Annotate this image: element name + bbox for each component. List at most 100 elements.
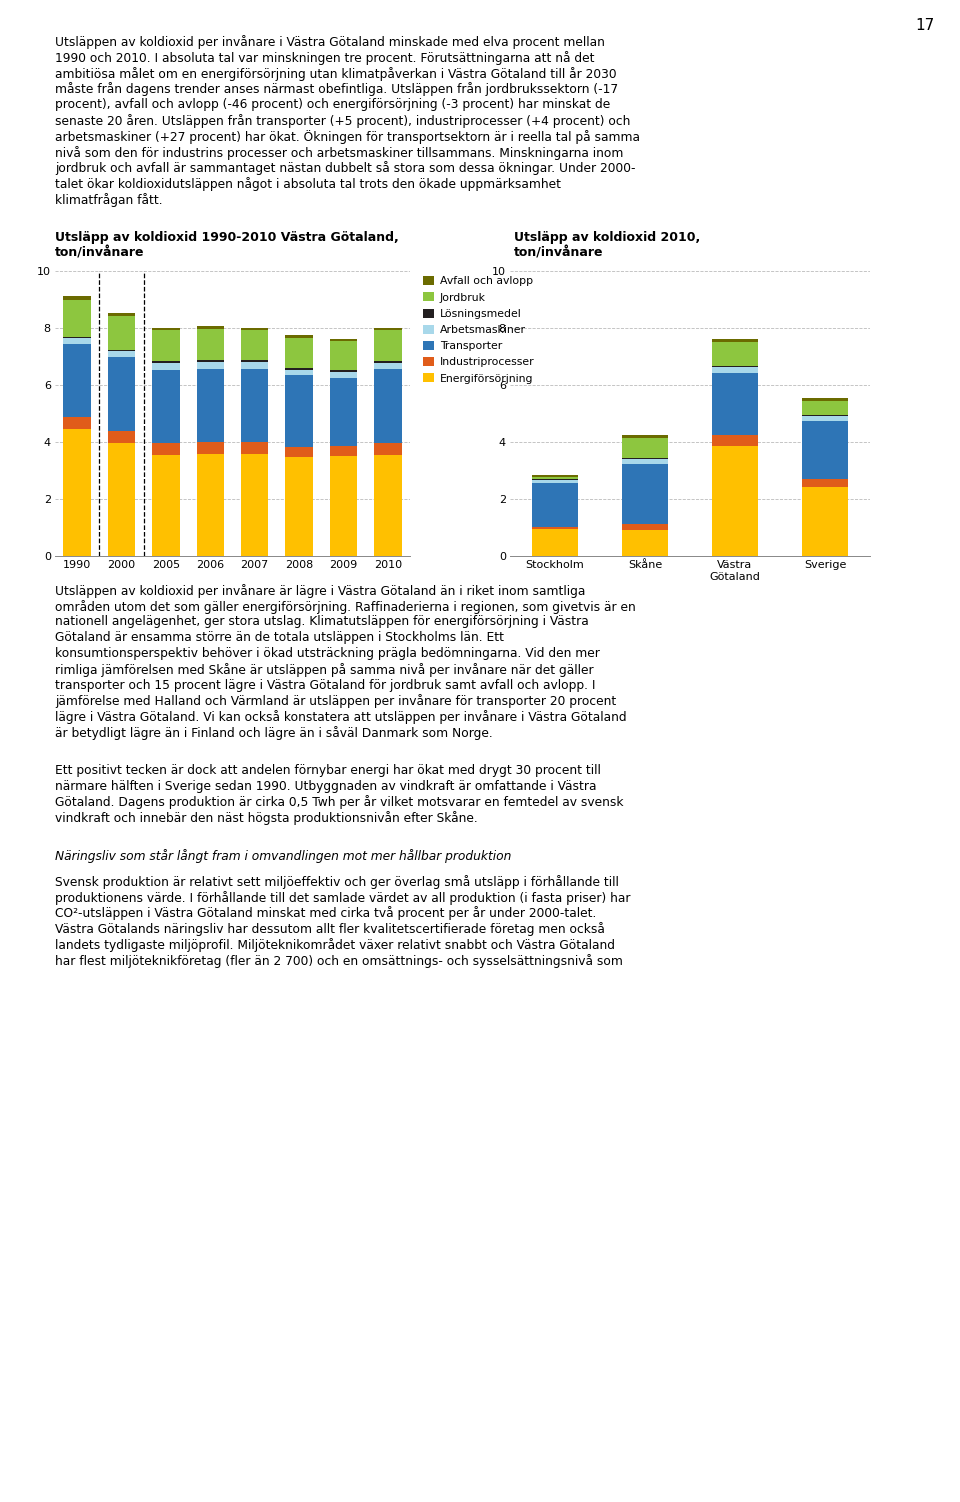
Text: närmare hälften i Sverige sedan 1990. Utbyggnaden av vindkraft är omfattande i V: närmare hälften i Sverige sedan 1990. Ut… bbox=[55, 780, 596, 793]
Text: 1990 och 2010. I absoluta tal var minskningen tre procent. Förutsättningarna att: 1990 och 2010. I absoluta tal var minskn… bbox=[55, 51, 594, 65]
Bar bbox=[329, 457, 357, 556]
Text: är betydligt lägre än i Finland och lägre än i såväl Danmark som Norge.: är betydligt lägre än i Finland och lägr… bbox=[55, 725, 492, 740]
Bar bbox=[711, 436, 758, 446]
Bar bbox=[711, 446, 758, 556]
Text: rimliga jämförelsen med Skåne är utsläppen på samma nivå per invånare när det gä: rimliga jämförelsen med Skåne är utsläpp… bbox=[55, 662, 593, 677]
Bar bbox=[285, 446, 313, 458]
Bar bbox=[622, 524, 668, 530]
Bar bbox=[241, 360, 269, 362]
Bar bbox=[197, 362, 224, 369]
Bar bbox=[241, 442, 269, 454]
Bar bbox=[153, 455, 180, 556]
Bar bbox=[329, 341, 357, 369]
Text: ton/invånare: ton/invånare bbox=[514, 246, 603, 260]
Bar bbox=[108, 312, 135, 315]
Bar bbox=[374, 455, 401, 556]
Legend: Avfall och avlopp, Jordbruk, Lösningsmedel, Arbetsmaskiner, Transporter, Industr: Avfall och avlopp, Jordbruk, Lösningsmed… bbox=[423, 276, 535, 383]
Bar bbox=[285, 338, 313, 368]
Bar bbox=[532, 475, 578, 476]
Bar bbox=[711, 368, 758, 372]
Bar bbox=[374, 443, 401, 455]
Text: Utsläppen av koldioxid per invånare i Västra Götaland minskade med elva procent : Utsläppen av koldioxid per invånare i Vä… bbox=[55, 35, 605, 50]
Bar bbox=[532, 479, 578, 484]
Text: nivå som den för industrins processer och arbetsmaskiner tillsammans. Minskninga: nivå som den för industrins processer oc… bbox=[55, 146, 623, 159]
Bar bbox=[285, 458, 313, 556]
Text: ton/invånare: ton/invånare bbox=[55, 246, 145, 260]
Text: har flest miljöteknikföretag (fler än 2 700) och en omsättnings- och sysselsättn: har flest miljöteknikföretag (fler än 2 … bbox=[55, 954, 623, 967]
Bar bbox=[108, 431, 135, 443]
Bar bbox=[802, 401, 849, 415]
Bar bbox=[197, 326, 224, 329]
Text: 17: 17 bbox=[916, 18, 935, 33]
Bar bbox=[197, 442, 224, 454]
Text: konsumtionsperspektiv behöver i ökad utsträckning prägla bedömningarna. Vid den : konsumtionsperspektiv behöver i ökad uts… bbox=[55, 647, 600, 659]
Bar bbox=[241, 454, 269, 556]
Bar bbox=[108, 315, 135, 350]
Bar bbox=[108, 443, 135, 556]
Bar bbox=[63, 300, 91, 336]
Bar bbox=[241, 330, 269, 360]
Bar bbox=[374, 360, 401, 363]
Text: områden utom det som gäller energiförsörjning. Raffinaderierna i regionen, som g: områden utom det som gäller energiförsör… bbox=[55, 599, 636, 614]
Text: måste från dagens trender anses närmast obefintliga. Utsläppen från jordbrukssek: måste från dagens trender anses närmast … bbox=[55, 83, 618, 96]
Bar bbox=[285, 369, 313, 376]
Bar bbox=[711, 372, 758, 436]
Bar bbox=[622, 460, 668, 464]
Bar bbox=[197, 360, 224, 362]
Text: nationell angelägenhet, ger stora utslag. Klimatutsläppen för energiförsörjning : nationell angelägenhet, ger stora utslag… bbox=[55, 616, 588, 628]
Bar bbox=[329, 372, 357, 377]
Bar bbox=[802, 487, 849, 556]
Text: CO²-utsläppen i Västra Götaland minskat med cirka två procent per år under 2000-: CO²-utsläppen i Västra Götaland minskat … bbox=[55, 906, 596, 921]
Bar bbox=[241, 327, 269, 330]
Bar bbox=[197, 369, 224, 442]
Bar bbox=[532, 484, 578, 527]
Text: Näringsliv som står långt fram i omvandlingen mot mer hållbar produktion: Näringsliv som står långt fram i omvandl… bbox=[55, 849, 512, 864]
Text: klimatfrågan fått.: klimatfrågan fått. bbox=[55, 192, 162, 207]
Bar bbox=[532, 476, 578, 479]
Bar bbox=[241, 369, 269, 442]
Text: Ett positivt tecken är dock att andelen förnybar energi har ökat med drygt 30 pr: Ett positivt tecken är dock att andelen … bbox=[55, 765, 601, 777]
Bar bbox=[329, 339, 357, 341]
Bar bbox=[329, 446, 357, 457]
Text: Utsläpp av koldioxid 2010,: Utsläpp av koldioxid 2010, bbox=[514, 231, 700, 243]
Bar bbox=[711, 342, 758, 366]
Bar bbox=[711, 339, 758, 342]
Text: jordbruk och avfall är sammantaget nästan dubbelt så stora som dessa ökningar. U: jordbruk och avfall är sammantaget nästa… bbox=[55, 161, 636, 176]
Bar bbox=[63, 344, 91, 416]
Bar bbox=[622, 464, 668, 524]
Text: Götaland är ensamma större än de totala utsläppen i Stockholms län. Ett: Götaland är ensamma större än de totala … bbox=[55, 631, 504, 644]
Bar bbox=[622, 530, 668, 556]
Bar bbox=[329, 369, 357, 372]
Bar bbox=[374, 369, 401, 443]
Text: vindkraft och innebär den näst högsta produktionsnivån efter Skåne.: vindkraft och innebär den näst högsta pr… bbox=[55, 811, 478, 825]
Bar bbox=[63, 430, 91, 556]
Bar bbox=[285, 376, 313, 446]
Bar bbox=[108, 351, 135, 357]
Bar bbox=[63, 416, 91, 430]
Bar bbox=[622, 437, 668, 458]
Bar bbox=[802, 479, 849, 487]
Bar bbox=[329, 377, 357, 446]
Bar bbox=[802, 416, 849, 421]
Bar bbox=[802, 421, 849, 479]
Text: Götaland. Dagens produktion är cirka 0,5 Twh per år vilket motsvarar en femtedel: Götaland. Dagens produktion är cirka 0,5… bbox=[55, 796, 623, 810]
Bar bbox=[532, 529, 578, 556]
Text: lägre i Västra Götaland. Vi kan också konstatera att utsläppen per invånare i Vä: lägre i Västra Götaland. Vi kan också ko… bbox=[55, 710, 627, 724]
Bar bbox=[63, 338, 91, 344]
Bar bbox=[285, 335, 313, 338]
Bar bbox=[374, 330, 401, 360]
Bar bbox=[802, 398, 849, 401]
Text: arbetsmaskiner (+27 procent) har ökat. Ökningen för transportsektorn är i reella: arbetsmaskiner (+27 procent) har ökat. Ö… bbox=[55, 129, 640, 144]
Text: procent), avfall och avlopp (-46 procent) och energiförsörjning (-3 procent) har: procent), avfall och avlopp (-46 procent… bbox=[55, 98, 611, 111]
Bar bbox=[153, 443, 180, 455]
Text: ambitiösa målet om en energiförsörjning utan klimatpåverkan i Västra Götaland ti: ambitiösa målet om en energiförsörjning … bbox=[55, 66, 616, 81]
Bar bbox=[153, 369, 180, 443]
Text: landets tydligaste miljöprofil. Miljöteknikområdet växer relativt snabbt och Väs: landets tydligaste miljöprofil. Miljötek… bbox=[55, 939, 615, 952]
Bar bbox=[153, 327, 180, 330]
Bar bbox=[241, 362, 269, 369]
Bar bbox=[197, 454, 224, 556]
Text: Utsläppen av koldioxid per invånare är lägre i Västra Götaland än i riket inom s: Utsläppen av koldioxid per invånare är l… bbox=[55, 584, 586, 598]
Bar bbox=[374, 327, 401, 330]
Bar bbox=[374, 363, 401, 369]
Text: transporter och 15 procent lägre i Västra Götaland för jordbruk samt avfall och : transporter och 15 procent lägre i Västr… bbox=[55, 679, 595, 691]
